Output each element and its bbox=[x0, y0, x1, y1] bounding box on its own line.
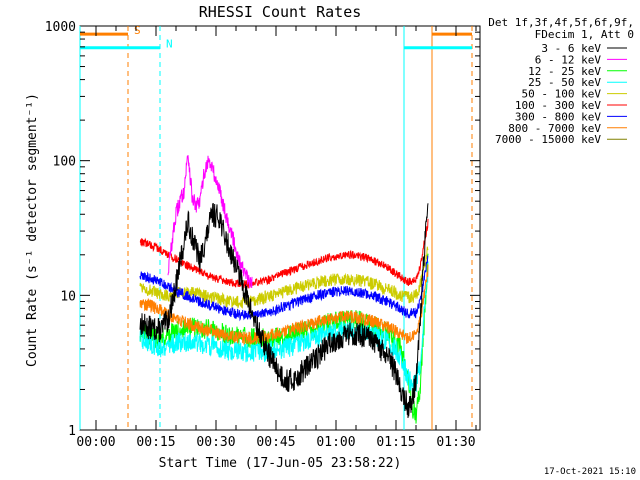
series-line bbox=[139, 218, 429, 289]
legend-entry-label: 6 - 12 keV bbox=[535, 53, 602, 66]
y-axis-label: Count Rate (s⁻¹ detector segment⁻¹) bbox=[25, 93, 40, 367]
series-line bbox=[139, 246, 429, 309]
x-tick-label: 00:30 bbox=[196, 435, 235, 450]
legend: Det 1f,3f,4f,5f,6f,9f,FDecim 1, Att 03 -… bbox=[488, 16, 634, 146]
x-tick-label: 01:15 bbox=[376, 435, 415, 450]
legend-header: Det 1f,3f,4f,5f,6f,9f, bbox=[488, 16, 634, 29]
series-line bbox=[139, 264, 429, 346]
x-tick-label: 01:30 bbox=[436, 435, 475, 450]
series-line bbox=[139, 203, 429, 419]
y-tick-label: 10 bbox=[60, 289, 76, 304]
series-line bbox=[139, 255, 429, 322]
chart-title: RHESSI Count Rates bbox=[199, 3, 362, 21]
x-axis-ticks: 00:00 00:15 00:30 00:45 01:00 01:15 01:30 bbox=[76, 26, 477, 450]
legend-entry-label: 3 - 6 keV bbox=[541, 42, 601, 55]
marker-label: S bbox=[134, 24, 141, 37]
y-tick-label: 1000 bbox=[45, 20, 76, 35]
legend-entry-label: 300 - 800 keV bbox=[515, 110, 601, 123]
legend-entry-label: 25 - 50 keV bbox=[528, 76, 601, 89]
series-layer bbox=[139, 155, 429, 424]
x-tick-label: 00:15 bbox=[136, 435, 175, 450]
x-tick-label: 00:00 bbox=[76, 435, 115, 450]
legend-entry-label: 7000 - 15000 keV bbox=[495, 133, 601, 146]
attenuator-markers: SN bbox=[80, 24, 472, 51]
legend-entry-label: 12 - 25 keV bbox=[528, 65, 601, 78]
legend-entry-label: 50 - 100 keV bbox=[522, 88, 602, 101]
x-tick-label: 00:45 bbox=[256, 435, 295, 450]
legend-entry-label: 800 - 7000 keV bbox=[508, 122, 601, 135]
x-tick-label: 01:00 bbox=[316, 435, 355, 450]
marker-label: N bbox=[166, 38, 173, 51]
footer-timestamp: 17-Oct-2021 15:10 bbox=[544, 467, 636, 477]
series-line bbox=[167, 155, 253, 289]
y-axis-ticks: 1 10 100 1000 bbox=[45, 20, 480, 439]
legend-header: FDecim 1, Att 0 bbox=[535, 28, 634, 41]
y-tick-label: 100 bbox=[53, 155, 76, 170]
x-axis-label: Start Time (17-Jun-05 23:58:22) bbox=[159, 456, 402, 471]
legend-entry-label: 100 - 300 keV bbox=[515, 99, 601, 112]
y-tick-label: 1 bbox=[68, 424, 76, 439]
